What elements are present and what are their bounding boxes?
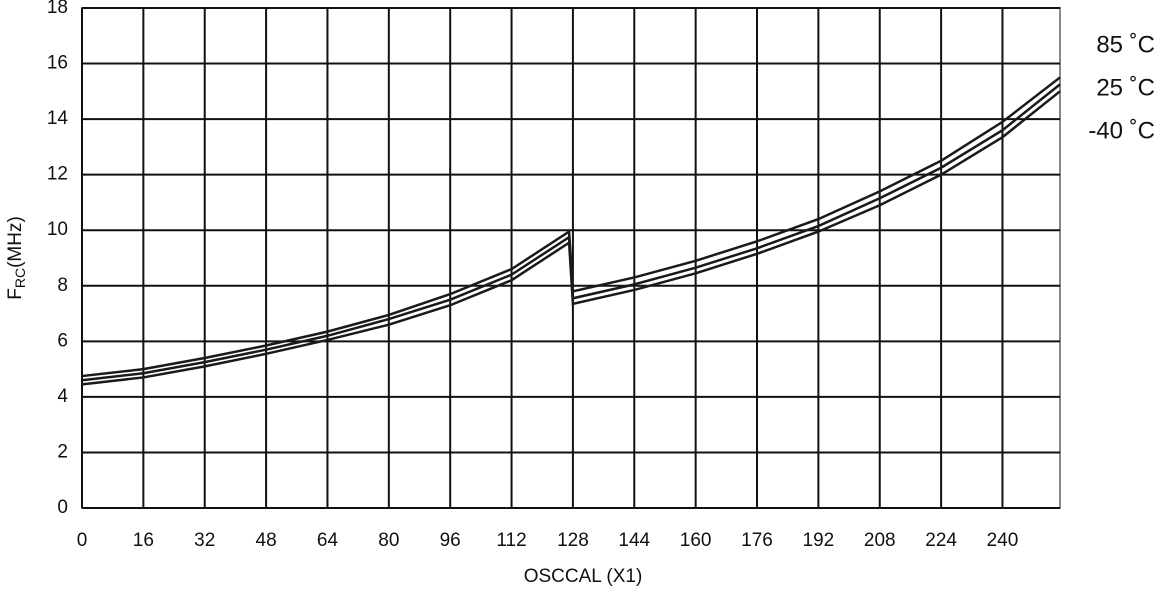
x-tick-label: 112 bbox=[496, 530, 526, 551]
y-label-unit: (MHz) bbox=[5, 216, 26, 268]
x-tick-label: 32 bbox=[194, 530, 215, 551]
legend-label: 25 ˚C bbox=[1096, 74, 1155, 101]
y-label-main: F bbox=[5, 288, 26, 300]
x-tick-label: 176 bbox=[741, 530, 773, 551]
series-line bbox=[81, 83, 1061, 382]
y-tick-label: 4 bbox=[57, 386, 68, 407]
x-tick-label: 48 bbox=[256, 530, 277, 551]
x-tick-label: 16 bbox=[133, 530, 154, 551]
y-tick-label: 14 bbox=[47, 108, 69, 129]
y-tick-label: 12 bbox=[47, 164, 68, 185]
y-tick-label: 2 bbox=[57, 441, 68, 462]
legend-label: -40 ˚C bbox=[1088, 117, 1155, 144]
y-tick-label: 0 bbox=[57, 497, 68, 518]
x-tick-label: 64 bbox=[317, 530, 339, 551]
y-tick-label: 18 bbox=[47, 0, 68, 18]
x-tick-label: 80 bbox=[378, 530, 399, 551]
y-axis-label: FRC(MHz) bbox=[5, 216, 28, 300]
x-tick-label: 192 bbox=[803, 530, 835, 551]
y-tick-label: 6 bbox=[57, 330, 68, 351]
x-axis-label: OSCCAL (X1) bbox=[524, 566, 643, 587]
x-tick-label: 0 bbox=[77, 530, 88, 551]
x-tick-label: 240 bbox=[987, 530, 1019, 551]
y-tick-label: 10 bbox=[47, 219, 68, 240]
x-tick-label: 160 bbox=[680, 530, 712, 551]
series-line bbox=[81, 76, 1061, 378]
x-tick-label: 96 bbox=[440, 530, 461, 551]
y-label-sub: RC bbox=[12, 268, 28, 288]
series-line bbox=[81, 90, 1061, 386]
x-tick-label: 128 bbox=[557, 530, 589, 551]
y-tick-label: 8 bbox=[57, 275, 68, 296]
y-tick-label: 16 bbox=[47, 53, 68, 74]
x-tick-label: 208 bbox=[864, 530, 896, 551]
x-tick-label: 144 bbox=[618, 530, 650, 551]
legend-label: 85 ˚C bbox=[1096, 31, 1155, 58]
x-tick-label: 224 bbox=[925, 530, 957, 551]
